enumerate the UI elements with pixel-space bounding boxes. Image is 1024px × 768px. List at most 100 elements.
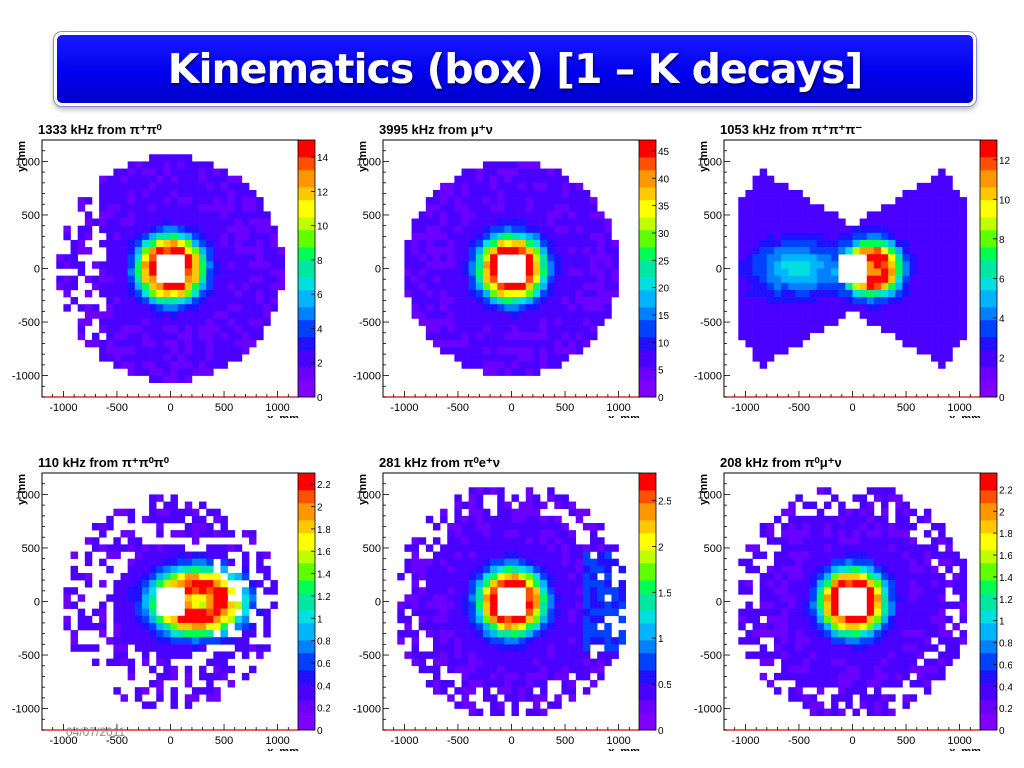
heatmap-cell	[156, 282, 164, 291]
color-bar-segment	[639, 498, 656, 504]
heatmap-cell	[447, 580, 455, 588]
heatmap-cell	[113, 175, 121, 184]
heatmap-cell	[795, 204, 803, 212]
heatmap-cell	[781, 601, 789, 609]
heatmap-cell	[184, 332, 193, 341]
heatmap-cell	[461, 211, 469, 219]
color-bar-segment	[298, 588, 315, 594]
heatmap-cell	[823, 501, 832, 509]
heatmap-cell	[134, 551, 143, 559]
heatmap-cell	[952, 261, 960, 269]
heatmap-cell	[773, 268, 782, 276]
heatmap-cell	[866, 665, 875, 674]
heatmap-cell	[77, 304, 86, 312]
heatmap-cell	[149, 572, 157, 581]
color-bar-segment	[980, 674, 997, 679]
heatmap-cell	[490, 354, 498, 362]
heatmap-cell	[852, 239, 860, 248]
heatmap-cell	[461, 197, 469, 205]
color-bar-segment	[298, 571, 315, 577]
x-tick-label: -500	[788, 402, 810, 414]
heatmap-cell	[227, 247, 236, 255]
heatmap-cell	[220, 311, 228, 319]
heatmap-cell	[468, 608, 477, 617]
color-bar-segment	[639, 161, 656, 166]
heatmap-cell	[952, 218, 960, 226]
heatmap-cell	[547, 347, 555, 355]
heatmap-cell	[440, 254, 448, 262]
heatmap-cell	[191, 332, 200, 341]
heatmap-cell	[163, 225, 171, 234]
heatmap-cell	[945, 325, 953, 334]
heatmap-cell	[134, 175, 143, 184]
color-bar-segment	[298, 388, 315, 394]
color-bar-segment	[639, 349, 656, 355]
heatmap-cell	[511, 325, 519, 334]
heatmap-cell	[270, 601, 278, 609]
x-tick-label: 1000	[265, 735, 289, 747]
heatmap-cell	[149, 494, 157, 502]
heatmap-cell	[611, 239, 619, 248]
heatmap-cell	[561, 587, 569, 595]
heatmap-cell	[582, 197, 591, 205]
heatmap-cell	[823, 232, 832, 241]
color-bar-segment	[639, 618, 656, 624]
heatmap-cell	[220, 651, 228, 659]
heatmap-cell	[56, 275, 64, 284]
color-bar-segment	[298, 567, 315, 572]
heatmap-cell	[432, 282, 441, 291]
heatmap-cell	[440, 544, 448, 552]
color-bar-segment	[980, 225, 997, 231]
heatmap-cell	[752, 204, 760, 212]
heatmap-cell	[156, 189, 164, 198]
heatmap-cell	[752, 354, 760, 362]
heatmap-cell	[759, 658, 768, 667]
heatmap-cell	[482, 232, 491, 241]
heatmap-cell	[895, 615, 903, 624]
color-bar-segment	[980, 388, 997, 394]
heatmap-cell	[149, 630, 157, 638]
heatmap-cell	[816, 297, 825, 305]
heatmap-cell	[482, 601, 491, 609]
heatmap-cell	[575, 587, 584, 595]
heatmap-cell	[540, 594, 548, 602]
heatmap-cell	[575, 304, 584, 312]
heatmap-cell	[823, 515, 832, 524]
heatmap-cell	[134, 168, 143, 176]
heatmap-cell	[866, 304, 875, 312]
heatmap-cell	[418, 247, 427, 255]
heatmap-cell	[461, 332, 469, 341]
heatmap-cell	[199, 347, 207, 355]
heatmap-cell	[902, 658, 910, 667]
heatmap-cell	[127, 354, 136, 362]
heatmap-cell	[511, 680, 519, 688]
heatmap-cell	[745, 189, 753, 198]
heatmap-cell	[781, 565, 789, 574]
heatmap-cell	[468, 587, 477, 595]
heatmap-cell	[454, 325, 462, 334]
heatmap-cell	[511, 189, 519, 198]
color-bar-segment	[639, 485, 656, 491]
heatmap-cell	[425, 565, 434, 574]
heatmap-cell	[795, 225, 803, 234]
heatmap-cell	[859, 501, 868, 509]
heatmap-cell	[773, 672, 782, 681]
color-bar-frame	[297, 139, 316, 398]
heatmap-cell	[809, 672, 818, 681]
heatmap-cell	[938, 197, 946, 205]
heatmap-cell	[440, 630, 448, 638]
heatmap-cell	[454, 494, 462, 502]
heatmap-cell	[923, 680, 932, 688]
heatmap-cell	[547, 537, 555, 545]
color-bar-segment	[298, 498, 315, 504]
heatmap-cell	[149, 339, 157, 348]
heatmap-cell	[532, 701, 541, 709]
heatmap-cell	[518, 354, 527, 362]
color-bar-segment	[980, 575, 997, 581]
color-bar-segment	[298, 238, 315, 244]
heatmap-cell	[752, 218, 760, 226]
heatmap-cell	[866, 644, 875, 652]
heatmap-cell	[752, 268, 760, 276]
color-bar-segment	[298, 392, 315, 398]
heatmap-cell	[241, 211, 250, 219]
